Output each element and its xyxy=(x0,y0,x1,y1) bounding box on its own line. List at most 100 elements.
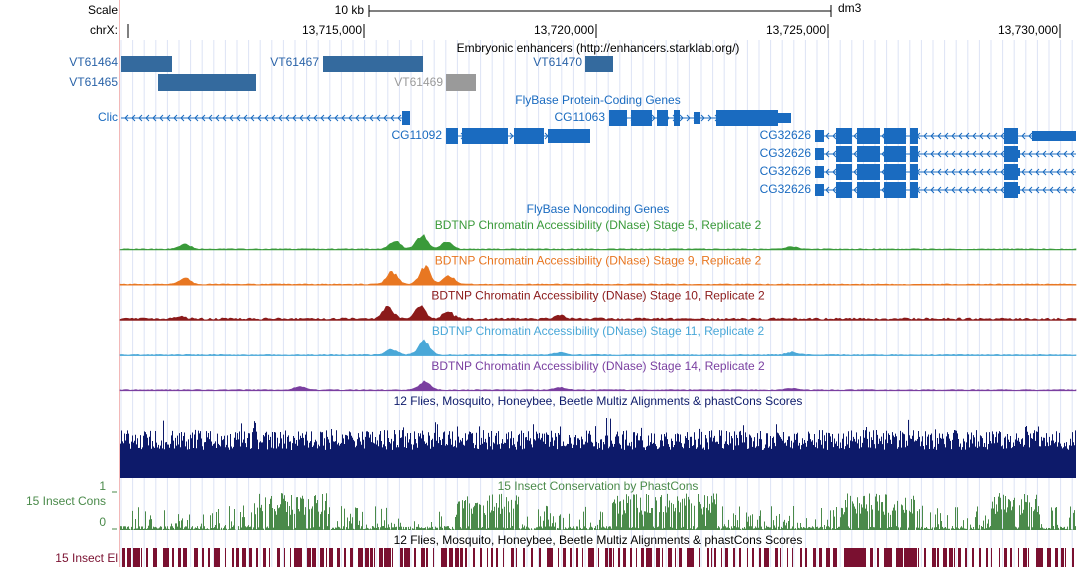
strand-arrow xyxy=(832,168,837,176)
strand-arrow xyxy=(937,150,942,158)
enhancer-label: VT61469 xyxy=(394,75,443,89)
exon xyxy=(884,182,906,198)
strand-arrow xyxy=(124,114,129,122)
strand-arrow xyxy=(958,168,963,176)
strand-arrow xyxy=(1063,150,1068,158)
strand-arrow xyxy=(707,114,712,122)
strand-arrow xyxy=(986,186,991,194)
strand-arrow xyxy=(1049,186,1054,194)
gene-label: CG32626 xyxy=(760,164,812,178)
strand-arrow xyxy=(979,186,984,194)
assembly: dm3 xyxy=(838,1,862,15)
exon xyxy=(836,182,852,198)
exon xyxy=(815,184,824,196)
gene-label: Clic xyxy=(98,110,118,124)
exon xyxy=(815,130,824,142)
exon xyxy=(884,146,906,162)
strand-arrow xyxy=(972,150,977,158)
strand-arrow xyxy=(131,114,136,122)
exon xyxy=(1032,131,1076,141)
strand-arrow xyxy=(972,132,977,140)
exon xyxy=(609,110,627,126)
strand-arrow xyxy=(944,168,949,176)
scale-value: 10 kb xyxy=(335,3,365,17)
track-label: 15 Insect El xyxy=(55,551,118,565)
conservation-signal xyxy=(120,493,1076,530)
strand-arrow xyxy=(923,150,928,158)
strand-arrow xyxy=(958,186,963,194)
enhancer-label: VT61465 xyxy=(69,75,118,89)
strand-arrow xyxy=(355,114,360,122)
strand-arrow xyxy=(334,114,339,122)
axis-label: 0 xyxy=(99,515,106,529)
strand-arrow xyxy=(383,114,388,122)
gene-label: CG32626 xyxy=(760,128,812,142)
enhancer xyxy=(446,74,476,91)
strand-arrow xyxy=(853,132,858,140)
strand-arrow xyxy=(236,114,241,122)
strand-arrow xyxy=(965,168,970,176)
strand-arrow xyxy=(825,150,830,158)
scale-bar xyxy=(368,5,832,17)
track-title: FlyBase Noncoding Genes xyxy=(527,202,670,216)
track-title: 15 Insect Conservation by PhastCons xyxy=(498,479,699,493)
strand-arrow xyxy=(944,150,949,158)
exon xyxy=(631,110,652,126)
exon xyxy=(1018,168,1020,176)
enhancer xyxy=(158,74,256,91)
strand-arrow xyxy=(832,132,837,140)
strand-arrow xyxy=(930,132,935,140)
strand-arrow xyxy=(257,114,262,122)
strand-arrow xyxy=(215,114,220,122)
strand-arrow xyxy=(853,186,858,194)
strand-arrow xyxy=(951,132,956,140)
strand-arrow xyxy=(930,150,935,158)
strand-arrow xyxy=(285,114,290,122)
dnase-signal xyxy=(119,265,1077,286)
strand-arrow xyxy=(993,168,998,176)
strand-arrow xyxy=(965,132,970,140)
exon xyxy=(1004,146,1018,162)
exon xyxy=(1004,182,1018,198)
strand-arrow xyxy=(972,168,977,176)
strand-arrow xyxy=(1035,186,1040,194)
strand-arrow xyxy=(264,114,269,122)
strand-arrow xyxy=(1063,168,1068,176)
strand-arrow xyxy=(993,186,998,194)
strand-arrow xyxy=(299,114,304,122)
track-title: BDTNP Chromatin Accessibility (DNase) St… xyxy=(435,218,762,232)
strand-arrow xyxy=(1028,150,1033,158)
strand-arrow xyxy=(292,114,297,122)
strand-arrow xyxy=(362,114,367,122)
strand-arrow xyxy=(651,114,656,122)
strand-arrow xyxy=(1021,132,1026,140)
track-title: Embryonic enhancers (http://enhancers.st… xyxy=(457,41,740,55)
strand-arrow xyxy=(390,114,395,122)
alignment-signal xyxy=(120,417,1076,478)
strand-arrow xyxy=(1056,186,1061,194)
strand-arrow xyxy=(1000,168,1005,176)
exon xyxy=(778,113,791,123)
strand-arrow xyxy=(1056,150,1061,158)
strand-arrow xyxy=(320,114,325,122)
gene-label: CG32626 xyxy=(760,182,812,196)
strand-arrow xyxy=(930,186,935,194)
exon xyxy=(910,164,918,180)
strand-arrow xyxy=(923,186,928,194)
exon xyxy=(910,128,918,144)
strand-arrow xyxy=(937,168,942,176)
strand-arrow xyxy=(986,150,991,158)
ruler-label: 13,730,000 xyxy=(998,23,1058,37)
strand-arrow xyxy=(341,114,346,122)
signal-tracks xyxy=(112,417,1076,567)
strand-arrow xyxy=(1063,186,1068,194)
strand-arrow xyxy=(397,114,402,122)
dnase-signal xyxy=(119,234,1077,251)
chrom-label: chrX: xyxy=(90,23,118,37)
strand-arrow xyxy=(825,168,830,176)
scale-label: Scale xyxy=(88,3,118,17)
exon xyxy=(815,148,824,160)
strand-arrow xyxy=(271,114,276,122)
strand-arrow xyxy=(679,114,684,122)
exon xyxy=(674,110,680,126)
